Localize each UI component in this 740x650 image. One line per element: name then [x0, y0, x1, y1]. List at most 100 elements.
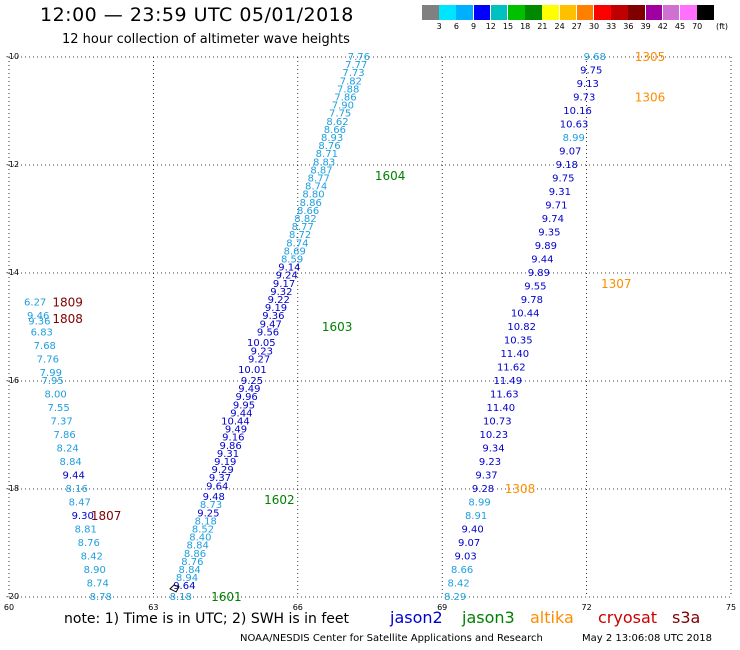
s3a-swh-point: 7.37	[51, 417, 73, 428]
legend-swatch	[697, 5, 714, 20]
legend-swatch	[576, 5, 594, 20]
legend-swatch	[456, 5, 473, 20]
jason2-swh-point: 10.73	[483, 417, 512, 428]
jason3-swh-point: 8.87	[310, 165, 332, 176]
jason2-swh-point: 9.18	[556, 160, 578, 171]
x-tick-label: 66	[292, 603, 303, 612]
x-tick-label: 60	[3, 603, 15, 612]
legend-swatch	[559, 5, 577, 20]
jason3-swh-point: 7.90	[332, 101, 354, 112]
legend-label: 9	[471, 22, 477, 31]
s3a-swh-point: 8.24	[57, 444, 79, 455]
legend-label: 27	[571, 22, 582, 31]
map-title: 12:00 — 23:59 UTC 05/01/2018	[40, 4, 354, 26]
legend-swatch	[525, 5, 542, 20]
jason3-swh-point: 9.22	[268, 295, 290, 306]
legend-swatch	[439, 5, 456, 20]
jason2-swh-point: 9.73	[573, 93, 595, 104]
legend-swatch	[473, 5, 491, 20]
jason3-swh-point: 7.82	[340, 76, 362, 87]
jason3-swh-point: 8.71	[316, 149, 338, 160]
track-start-icon	[169, 584, 180, 593]
jason3-swh-point: 8.86	[184, 549, 206, 560]
s3a-swh-point: 8.81	[75, 525, 97, 536]
s3a-swh-point: 7.76	[37, 354, 59, 365]
footer-date: May 2 13:06:08 UTC 2018	[582, 633, 712, 644]
jason2-swh-point: 9.68	[584, 52, 606, 63]
legend-swatch	[490, 5, 508, 20]
x-tick-label: 75	[725, 603, 737, 612]
jason3-swh-point: 8.77	[292, 222, 314, 233]
legend-label: 21	[537, 22, 548, 31]
jason3-swh-point: 10.44	[221, 417, 250, 428]
s3a-swh-point: 8.76	[78, 538, 100, 549]
legend-swatch	[542, 5, 559, 20]
s3a-swh-point: 9.30	[72, 511, 94, 522]
jason3-swh-point: 9.36	[262, 311, 284, 322]
jason2-swh-point: 8.91	[465, 511, 487, 522]
jason3-swh-point: 9.16	[222, 433, 244, 444]
track-label: 1307	[601, 277, 632, 291]
s3a-swh-point: 8.90	[84, 565, 106, 576]
track-label: 1808	[52, 312, 83, 326]
jason2-swh-point: 9.55	[524, 282, 546, 293]
jason2-swh-point: 9.34	[482, 444, 504, 455]
grid-lines	[8, 56, 732, 598]
s3a-swh-point: 8.84	[60, 457, 82, 468]
jason2-swh-point: 10.23	[480, 430, 509, 441]
legend-label: 6	[453, 22, 459, 31]
s3a-swh-point: 8.47	[69, 498, 91, 509]
s3a-swh-point: 7.99	[40, 368, 62, 379]
s3a-swh-point: 8.74	[87, 579, 109, 590]
track-label: 1604	[375, 169, 406, 183]
jason3-swh-point: 8.18	[195, 516, 217, 527]
jason2-swh-point: 9.40	[461, 525, 483, 536]
s3a-swh-point: 7.68	[34, 341, 56, 352]
jason2-swh-point: 9.07	[559, 147, 581, 158]
legend-swatch	[662, 5, 680, 20]
y-tick-label: -10	[6, 52, 20, 61]
jason2-swh-point: 11.40	[486, 403, 515, 414]
jason3-swh-point: 7.86	[334, 93, 356, 104]
jason3-swh-point: 8.84	[179, 565, 201, 576]
jason3-swh-point: 7.77	[345, 60, 367, 71]
jason3-swh-point: 8.94	[176, 573, 198, 584]
jason2-swh-point: 11.62	[497, 363, 526, 374]
jason3-swh-point: 9.19	[265, 303, 287, 314]
jason2-swh-point: 10.82	[507, 322, 536, 333]
track-labels: 1305 1306 1307 1308 1604 1603 1602 1601 1809 1808…	[52, 50, 665, 604]
legend-swatch	[508, 5, 525, 20]
legend-label: 24	[554, 22, 565, 31]
legend-label: 70	[692, 22, 703, 31]
jason3-swh-point: 8.76	[318, 141, 340, 152]
legend-label: 45	[674, 22, 686, 31]
jason3-swh-point: 7.88	[337, 84, 359, 95]
track-label: 1305	[635, 50, 666, 64]
jason3-swh-point: 9.27	[248, 354, 270, 365]
jason3-swh-point: 8.82	[294, 214, 316, 225]
jason3-swh-point: 8.40	[189, 533, 211, 544]
jason2-swh-point: 9.23	[479, 457, 501, 468]
jason3-swh-point: 7.76	[348, 52, 370, 63]
jason3-swh-point: 8.66	[324, 125, 346, 136]
jason2-swh-point: 9.71	[545, 201, 567, 212]
jason3-swh-point: 8.83	[313, 157, 335, 168]
jason2-swh-point: 11.63	[490, 390, 519, 401]
track-label: 1603	[322, 320, 353, 334]
legend-label: 3	[436, 22, 442, 31]
s3a-swh-point: 7.95	[41, 376, 63, 387]
jason3-swh-point: 8.93	[321, 133, 343, 144]
jason2-swh-point: 9.89	[528, 268, 550, 279]
s3a-swh-point: 9.46	[27, 311, 49, 322]
jason3-swh-point: 9.64	[206, 481, 228, 492]
jason2-swh-point: 9.89	[535, 241, 557, 252]
legend-swatch	[680, 5, 697, 20]
legend-swatch	[645, 5, 663, 20]
legend-unit: (ft)	[716, 22, 729, 31]
wave-height-points: 9.68 9.75 9.13 9.73 10.16 10.63 8.99 9.07 9.18 9.…	[24, 52, 606, 603]
jason2-swh-point: 9.78	[521, 295, 543, 306]
satellite-label-jason2: jason2	[390, 608, 443, 627]
jason2-swh-point: 9.35	[538, 228, 560, 239]
jason2-swh-point: 9.28	[472, 484, 494, 495]
jason3-swh-point: 8.76	[181, 557, 203, 568]
